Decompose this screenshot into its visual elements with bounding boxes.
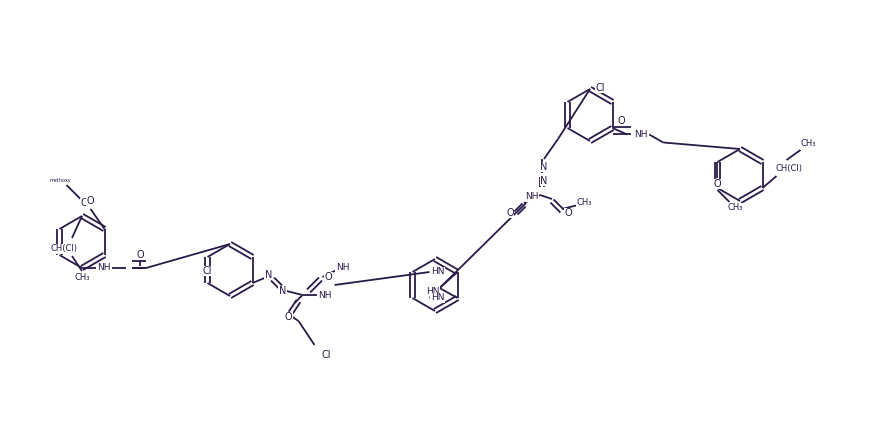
Text: NH: NH [525, 193, 538, 201]
Text: CH₃: CH₃ [801, 140, 816, 149]
Text: methoxy: methoxy [50, 178, 71, 184]
Text: CH(Cl): CH(Cl) [775, 164, 802, 173]
Text: Cl: Cl [322, 350, 331, 360]
Text: N: N [540, 176, 547, 186]
Text: NH: NH [97, 263, 110, 272]
Text: O: O [285, 312, 292, 322]
Text: N: N [279, 286, 287, 296]
Text: O: O [506, 208, 514, 218]
Text: NH: NH [318, 290, 331, 300]
Text: O: O [136, 250, 144, 260]
Text: O: O [564, 208, 571, 218]
Text: O: O [714, 179, 721, 189]
Text: O: O [81, 198, 88, 208]
Text: Cl: Cl [595, 83, 605, 93]
Text: CH(Cl): CH(Cl) [51, 245, 77, 253]
Text: NH: NH [635, 130, 648, 139]
Text: CH₃: CH₃ [576, 198, 592, 208]
Text: HN: HN [431, 293, 444, 303]
Text: N: N [540, 162, 547, 172]
Text: O: O [86, 196, 94, 206]
Text: HN: HN [425, 286, 440, 296]
Text: O: O [325, 272, 332, 282]
Text: CH₃: CH₃ [728, 204, 743, 212]
Text: Cl: Cl [203, 266, 212, 276]
Text: HN: HN [431, 268, 444, 276]
Text: O: O [618, 116, 625, 126]
Text: CH₃: CH₃ [74, 273, 90, 283]
Text: NH: NH [336, 262, 349, 272]
Text: N: N [265, 270, 272, 280]
